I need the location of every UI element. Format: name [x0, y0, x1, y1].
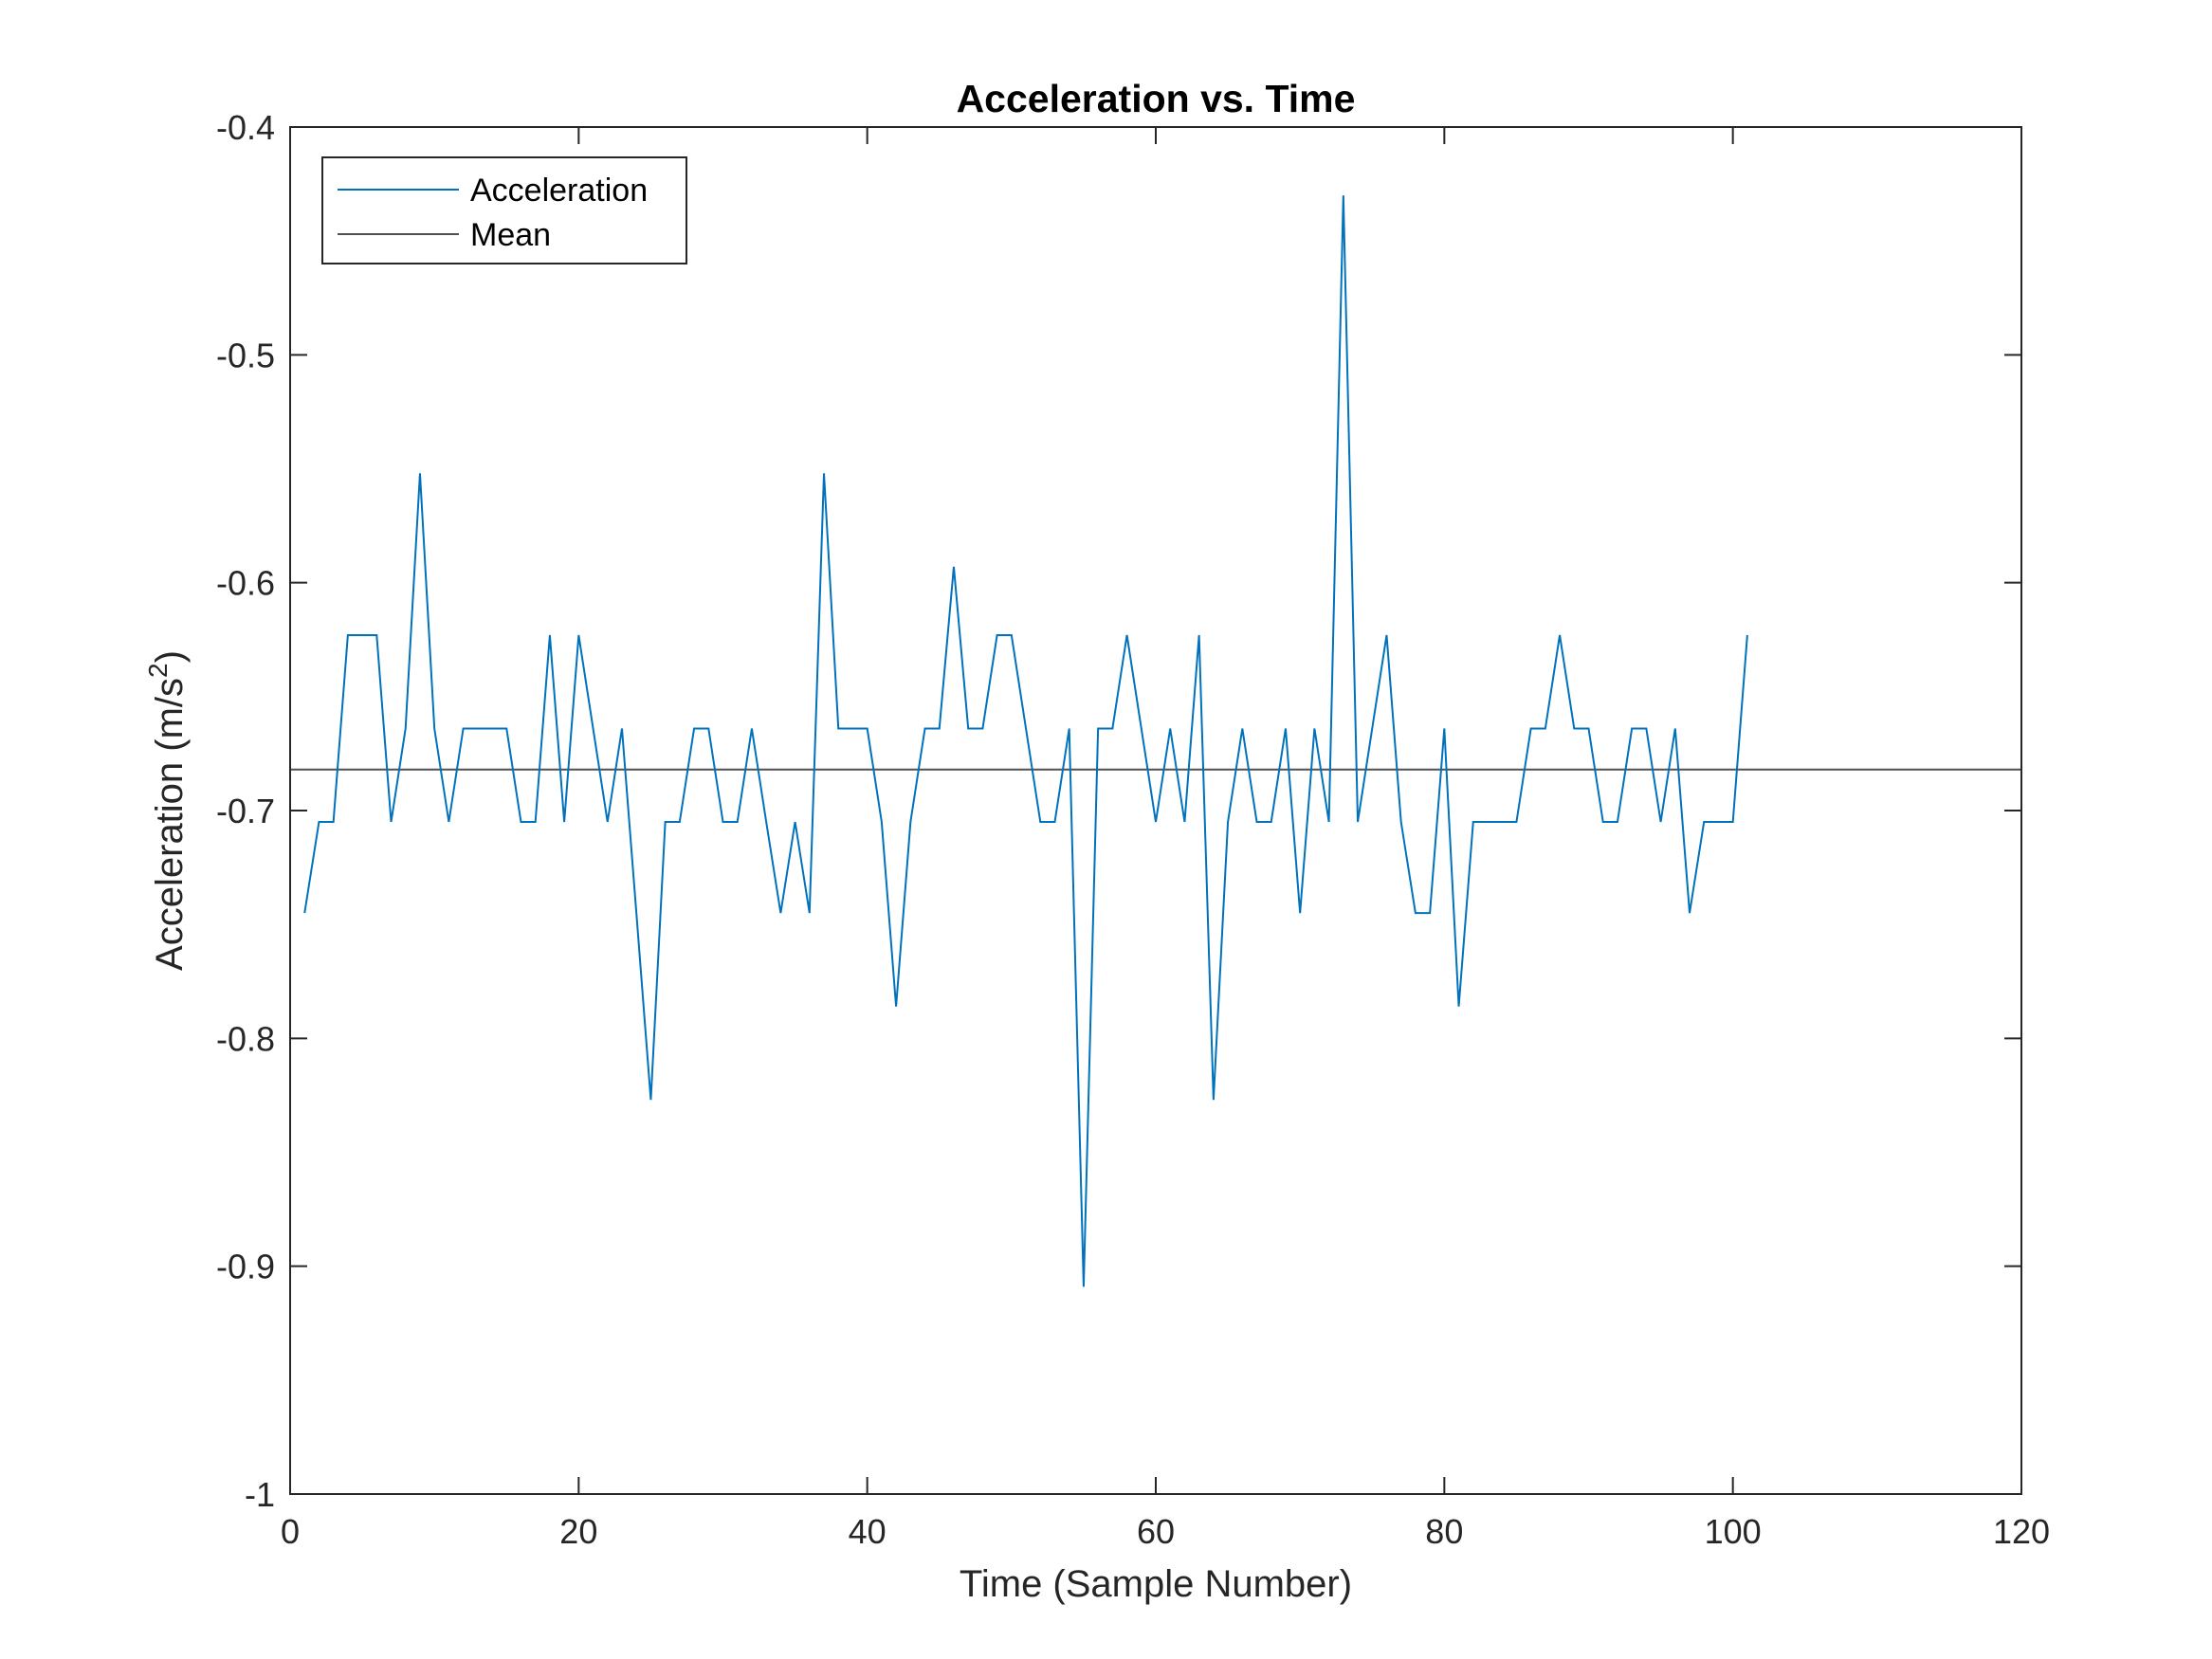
y-tick-label: -0.5 [216, 336, 275, 374]
y-axis-ticks: -1 -0.9 -0.8 -0.7 -0.6 -0.5 -0.4 [216, 108, 2021, 1514]
y-tick-label: -0.6 [216, 564, 275, 603]
y-tick-label: -0.4 [216, 108, 275, 147]
plot-area [290, 127, 2021, 1494]
series-layer [290, 195, 2021, 1287]
acceleration-series-line [303, 195, 1748, 1287]
legend: Acceleration Mean [321, 156, 687, 264]
y-axis-label: Acceleration (m/s2) [143, 650, 191, 971]
x-tick-label: 120 [1993, 1512, 2050, 1551]
x-tick-label: 0 [281, 1512, 300, 1551]
y-tick-label: -0.7 [216, 792, 275, 830]
x-tick-label: 20 [559, 1512, 597, 1551]
y-axis-label-suffix: ) [149, 650, 191, 663]
x-tick-label: 40 [849, 1512, 887, 1551]
legend-box [321, 156, 687, 264]
y-axis-label-main: Acceleration (m/s [149, 678, 191, 971]
x-tick-label: 80 [1425, 1512, 1463, 1551]
x-axis-ticks: 0 20 40 60 80 100 120 [281, 127, 2050, 1551]
y-tick-label: -0.8 [216, 1019, 275, 1058]
legend-label-acceleration: Acceleration [470, 173, 648, 209]
y-tick-label: -0.9 [216, 1248, 275, 1286]
y-tick-label: -1 [245, 1475, 275, 1514]
x-tick-label: 100 [1705, 1512, 1762, 1551]
legend-label-mean: Mean [470, 217, 551, 253]
x-axis-label: Time (Sample Number) [960, 1563, 1352, 1605]
chart-title: Acceleration vs. Time [957, 77, 1356, 120]
x-tick-label: 60 [1137, 1512, 1175, 1551]
y-axis-label-superscript: 2 [143, 663, 173, 678]
